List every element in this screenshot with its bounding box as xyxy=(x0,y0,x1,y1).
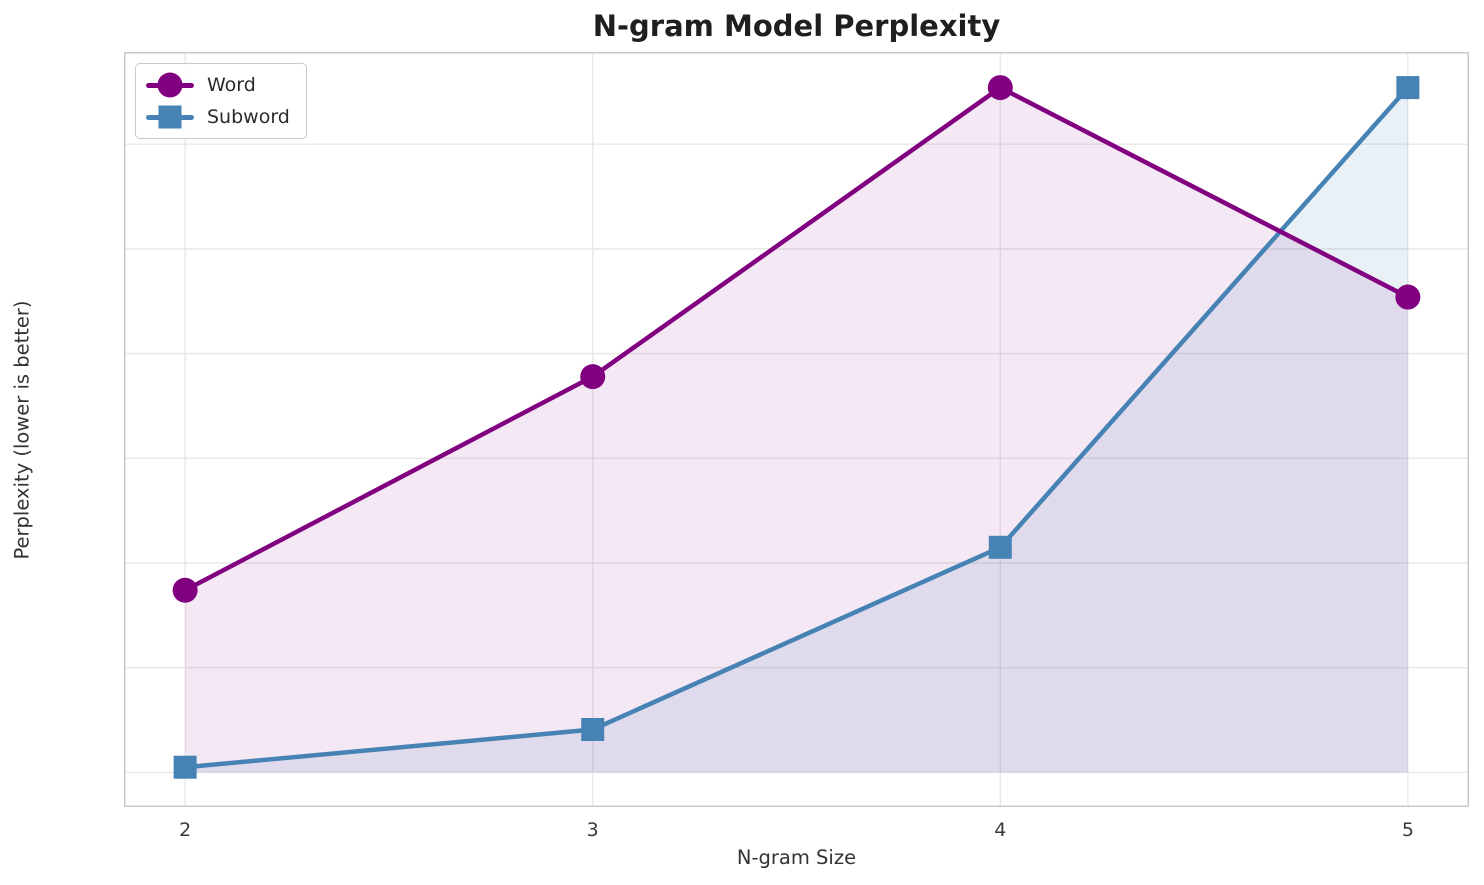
word-marker xyxy=(172,577,198,603)
legend-label: Subword xyxy=(207,106,290,128)
subword-line xyxy=(182,85,1411,770)
y-axis-label: Perplexity (lower is better) xyxy=(10,300,34,560)
x-tick-label: 2 xyxy=(179,819,192,841)
word-marker xyxy=(987,75,1013,101)
plot-border xyxy=(124,52,1469,807)
x-tick-label: 5 xyxy=(1401,819,1414,841)
chart-title: N-gram Model Perplexity xyxy=(592,9,1001,43)
subword-square-marker-icon xyxy=(146,103,194,131)
subword-area-fill xyxy=(185,87,1408,773)
subword-marker xyxy=(173,755,197,779)
word-marker xyxy=(1395,284,1421,310)
word-marker xyxy=(580,364,606,390)
legend-marker-sample xyxy=(158,105,182,129)
legend-marker-sample xyxy=(157,72,183,98)
x-tick-label: 4 xyxy=(994,819,1007,841)
word-line xyxy=(182,85,1411,593)
plot-area xyxy=(124,52,1469,807)
legend: Word Subword xyxy=(135,63,307,139)
subword-marker xyxy=(1396,76,1420,100)
legend-item-word: Word xyxy=(146,71,290,99)
x-axis-label: N-gram Size xyxy=(736,846,857,869)
x-tick-label: 3 xyxy=(586,819,599,841)
legend-label: Word xyxy=(207,74,256,96)
legend-item-subword: Subword xyxy=(146,103,290,131)
word-circle-marker-icon xyxy=(146,71,194,99)
subword-marker xyxy=(988,535,1012,559)
word-area-fill xyxy=(185,87,1408,773)
subword-marker xyxy=(581,718,605,742)
